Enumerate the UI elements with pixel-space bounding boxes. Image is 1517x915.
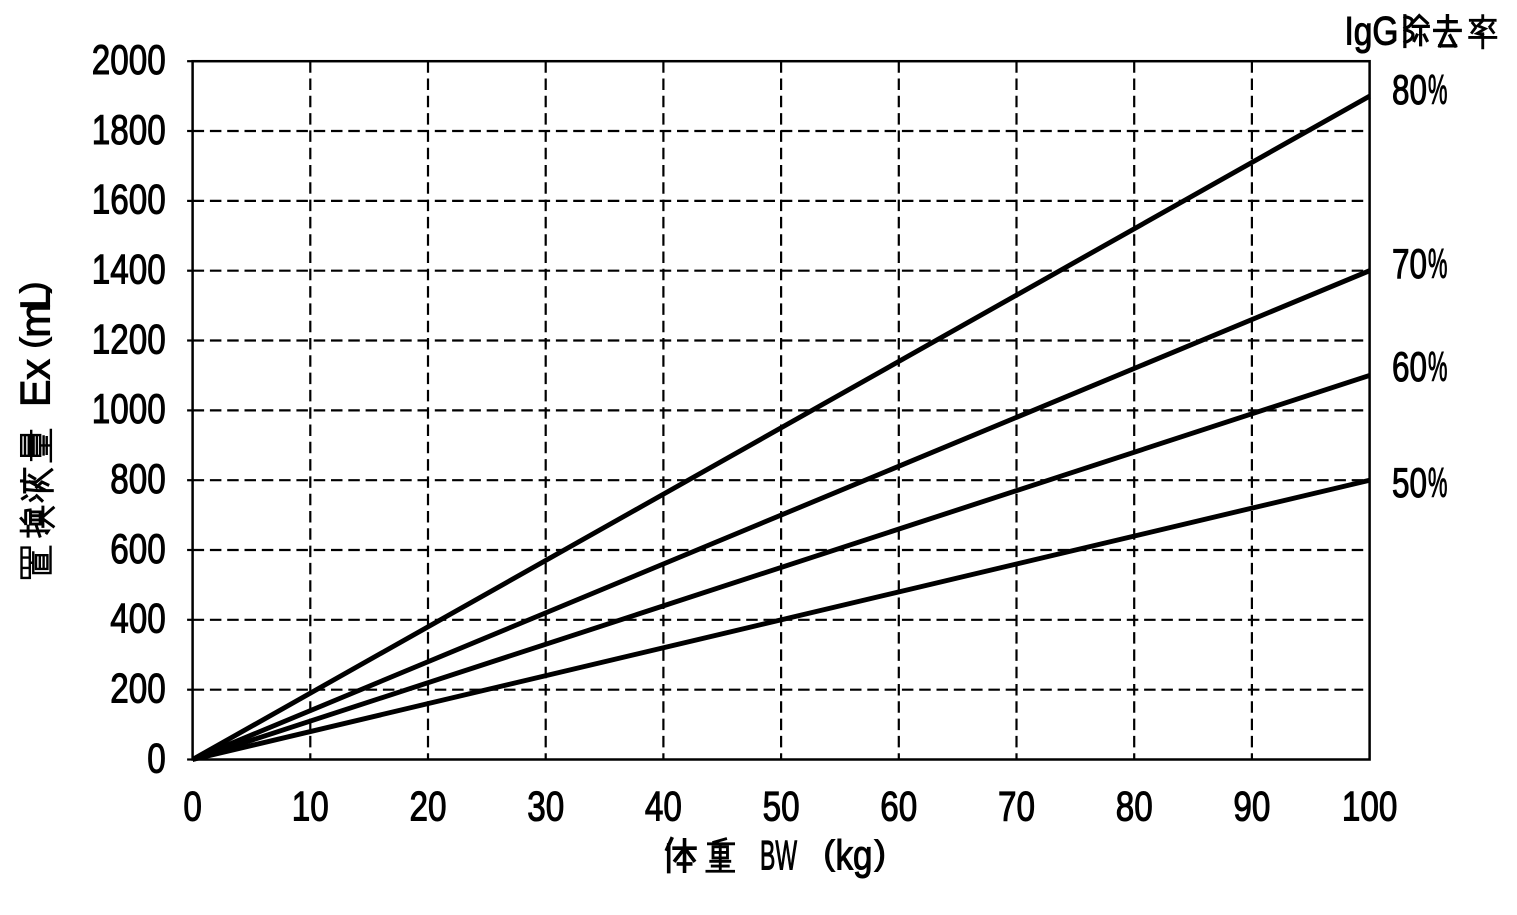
svg-text:10: 10 — [292, 783, 329, 830]
svg-text:400: 400 — [110, 595, 166, 642]
svg-text:kg: kg — [836, 831, 873, 878]
svg-text:30: 30 — [527, 783, 564, 830]
svg-text:%: % — [1428, 461, 1447, 507]
svg-text:m: m — [12, 303, 59, 338]
svg-text:800: 800 — [110, 455, 166, 502]
svg-text:70: 70 — [998, 783, 1035, 830]
svg-text:1400: 1400 — [92, 246, 166, 293]
svg-text:40: 40 — [645, 783, 682, 830]
svg-text:): ) — [15, 282, 53, 293]
svg-text:1000: 1000 — [92, 385, 166, 432]
svg-text:2000: 2000 — [92, 36, 166, 83]
svg-text:BW: BW — [760, 831, 797, 878]
svg-text:60: 60 — [880, 783, 917, 830]
svg-text:90: 90 — [1233, 783, 1270, 830]
svg-text:%: % — [1428, 242, 1447, 288]
svg-text:1800: 1800 — [92, 106, 166, 153]
svg-text:600: 600 — [110, 525, 166, 572]
svg-text:1200: 1200 — [92, 315, 166, 362]
svg-text:200: 200 — [110, 665, 166, 712]
svg-text:20: 20 — [410, 783, 447, 830]
svg-text:50: 50 — [763, 783, 800, 830]
svg-text:IgG: IgG — [1345, 9, 1399, 53]
svg-text:(: ( — [824, 835, 836, 873]
svg-text:%: % — [1428, 68, 1447, 114]
svg-text:Ex: Ex — [12, 359, 59, 407]
svg-text:L: L — [12, 287, 59, 310]
svg-text:70: 70 — [1392, 240, 1427, 287]
svg-text:%: % — [1428, 345, 1447, 391]
svg-text:100: 100 — [1342, 783, 1398, 830]
svg-text:(: ( — [15, 337, 53, 349]
svg-text:1600: 1600 — [92, 176, 166, 223]
svg-text:50: 50 — [1392, 459, 1427, 506]
svg-text:80: 80 — [1392, 66, 1427, 113]
svg-text:0: 0 — [183, 783, 202, 830]
svg-text:80: 80 — [1116, 783, 1153, 830]
svg-text:60: 60 — [1392, 343, 1427, 390]
svg-text:): ) — [875, 835, 886, 873]
svg-text:0: 0 — [147, 734, 166, 781]
